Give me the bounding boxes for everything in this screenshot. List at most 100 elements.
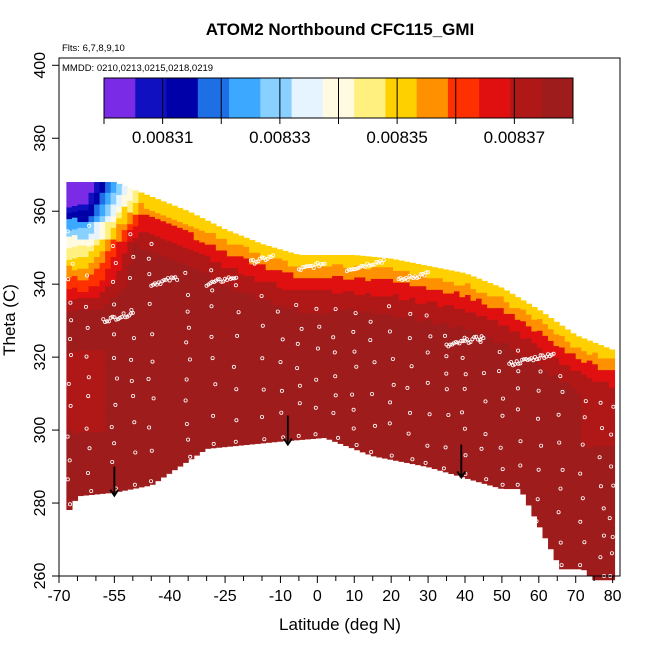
heatmap-cell bbox=[542, 533, 549, 539]
heatmap-cell bbox=[171, 219, 178, 226]
heatmap-cell bbox=[581, 496, 588, 503]
heatmap-cell bbox=[370, 295, 378, 303]
heatmap-cell bbox=[420, 308, 427, 316]
y-tick-label: 340 bbox=[32, 271, 49, 298]
sample-point bbox=[372, 423, 377, 428]
heatmap-cell bbox=[592, 369, 599, 376]
heatmap-cell bbox=[420, 338, 427, 345]
heatmap-cell bbox=[298, 341, 306, 349]
heatmap-cell bbox=[603, 387, 610, 394]
heatmap-cell bbox=[298, 382, 306, 390]
heatmap-cell bbox=[138, 266, 145, 274]
heatmap-cell bbox=[553, 491, 560, 498]
heatmap-cell bbox=[498, 424, 505, 431]
heatmap-cell bbox=[138, 383, 145, 390]
heatmap-cell bbox=[71, 187, 79, 195]
heatmap-cell bbox=[542, 314, 549, 319]
heatmap-cell bbox=[82, 203, 90, 211]
heatmap-cell bbox=[238, 419, 245, 426]
heatmap-cell bbox=[226, 395, 234, 403]
heatmap-cell bbox=[459, 401, 466, 409]
heatmap-cell bbox=[82, 425, 90, 433]
heatmap-cell bbox=[548, 369, 555, 376]
heatmap-cell bbox=[82, 355, 90, 363]
heatmap-cell bbox=[116, 462, 123, 470]
heatmap-cell bbox=[265, 409, 272, 417]
x-tick-label: 10 bbox=[345, 588, 363, 605]
heatmap-cell bbox=[448, 345, 455, 352]
heatmap-cell bbox=[132, 290, 139, 297]
heatmap-cell bbox=[66, 182, 73, 185]
heatmap-cell bbox=[260, 357, 267, 364]
heatmap-cell bbox=[442, 298, 449, 306]
heatmap-cell bbox=[520, 349, 527, 357]
heatmap-cell bbox=[143, 371, 151, 379]
heatmap-cell bbox=[481, 473, 488, 480]
heatmap-cell bbox=[470, 446, 477, 453]
heatmap-cell bbox=[138, 377, 145, 384]
heatmap-cell bbox=[575, 475, 582, 482]
heatmap-cell bbox=[509, 395, 516, 402]
heatmap-cell bbox=[581, 379, 588, 387]
heatmap-cell bbox=[487, 400, 494, 408]
heatmap-cell bbox=[260, 322, 267, 329]
heatmap-cell bbox=[608, 562, 616, 569]
heatmap-cell bbox=[398, 352, 405, 359]
heatmap-cell bbox=[525, 349, 533, 356]
heatmap-cell bbox=[99, 203, 106, 211]
heatmap-cell bbox=[221, 384, 228, 391]
heatmap-cell bbox=[409, 384, 416, 392]
heatmap-cell bbox=[77, 338, 84, 345]
heatmap-cell bbox=[370, 348, 378, 355]
heatmap-cell bbox=[426, 406, 433, 413]
heatmap-cell bbox=[287, 306, 294, 314]
heatmap-cell bbox=[536, 376, 544, 384]
heatmap-cell bbox=[143, 307, 151, 314]
heatmap-cell bbox=[94, 478, 101, 485]
heatmap-cell bbox=[254, 269, 261, 277]
sample-point bbox=[361, 264, 366, 269]
heatmap-cell bbox=[365, 315, 372, 322]
heatmap-cell bbox=[160, 331, 167, 339]
heatmap-cell bbox=[287, 411, 294, 419]
heatmap-cell bbox=[426, 306, 433, 314]
heatmap-cell bbox=[210, 401, 217, 409]
heatmap-cell bbox=[210, 360, 217, 368]
heatmap-cell bbox=[343, 354, 350, 362]
heatmap-cell bbox=[276, 269, 283, 277]
heatmap-cell bbox=[149, 196, 156, 200]
heatmap-cell bbox=[404, 334, 411, 341]
heatmap-cell bbox=[343, 424, 350, 432]
heatmap-cell bbox=[160, 226, 167, 233]
heatmap-cell bbox=[66, 358, 73, 366]
heatmap-cell bbox=[143, 272, 151, 279]
heatmap-cell bbox=[105, 443, 112, 450]
heatmap-cell bbox=[215, 325, 222, 333]
heatmap-cell bbox=[426, 335, 433, 343]
heatmap-cell bbox=[132, 470, 139, 478]
heatmap-cell bbox=[453, 442, 461, 449]
heatmap-cell bbox=[271, 392, 278, 399]
heatmap-cell bbox=[182, 270, 189, 277]
heatmap-cell bbox=[226, 354, 234, 362]
heatmap-cell bbox=[243, 322, 250, 329]
heatmap-cell bbox=[326, 353, 333, 360]
heatmap-cell bbox=[132, 383, 139, 390]
heatmap-cell bbox=[210, 337, 217, 344]
heatmap-cell bbox=[226, 407, 234, 414]
heatmap-cell bbox=[304, 411, 311, 419]
heatmap-cell bbox=[177, 285, 184, 293]
heatmap-cell bbox=[404, 381, 411, 388]
heatmap-cell bbox=[276, 374, 283, 382]
heatmap-cell bbox=[592, 422, 599, 429]
heatmap-cell bbox=[492, 395, 499, 402]
sample-point bbox=[188, 454, 193, 459]
heatmap-cell bbox=[520, 484, 527, 491]
heatmap-cell bbox=[398, 392, 405, 400]
sample-point bbox=[558, 540, 563, 545]
heatmap-cell bbox=[415, 449, 422, 456]
heatmap-cell bbox=[309, 400, 317, 407]
heatmap-cell bbox=[166, 357, 173, 364]
heatmap-cell bbox=[575, 381, 582, 389]
heatmap-cell bbox=[426, 347, 433, 355]
